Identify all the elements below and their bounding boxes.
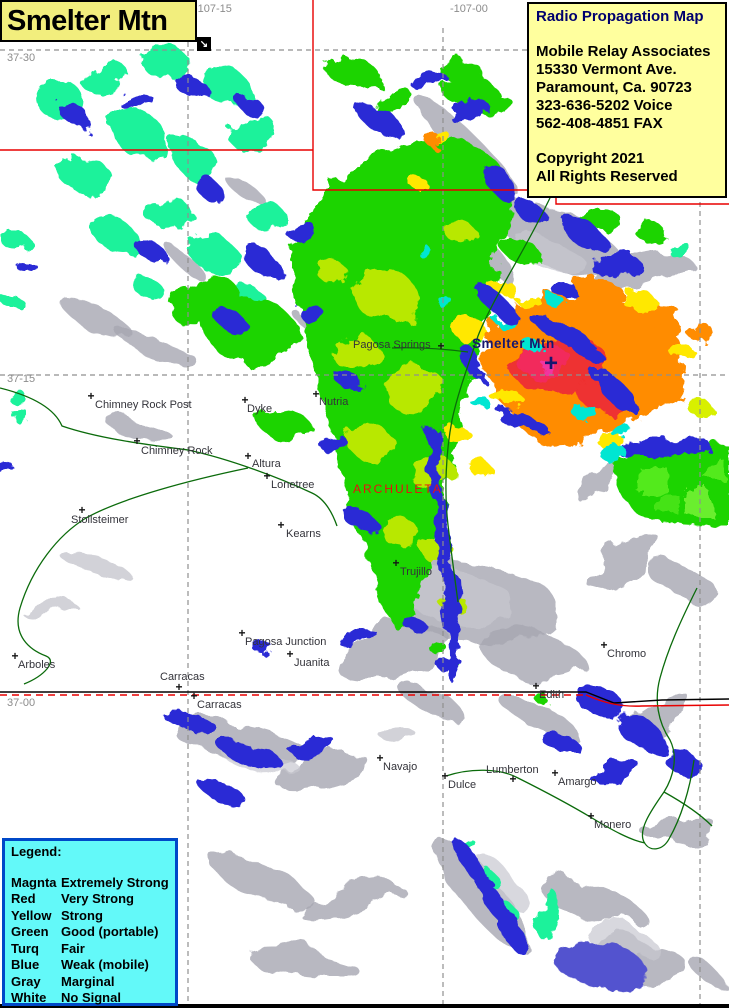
legend-row: Green Good (portable) (11, 924, 175, 941)
legend-meaning: Fair (61, 940, 85, 956)
legend-row: White No Signal (11, 990, 175, 1007)
plus-marker-icon: + (190, 689, 198, 703)
plus-marker-icon: + (286, 647, 294, 661)
legend-row: Blue Weak (mobile) (11, 957, 175, 974)
place-label: Trujillo (400, 566, 432, 578)
plus-marker-icon: + (441, 769, 449, 783)
info-phone-voice: 323-636-5202 Voice (536, 97, 673, 114)
title-box: Smelter Mtn (0, 0, 197, 42)
info-phone-fax: 562-408-4851 FAX (536, 115, 663, 132)
legend-meaning: Good (portable) (61, 924, 159, 939)
plus-marker-icon: + (392, 556, 400, 570)
legend-meaning: Very Strong (61, 891, 134, 906)
plus-marker-icon: + (532, 679, 540, 693)
legend-row: Turq Fair (11, 941, 175, 958)
grid-label-lon-107-15: -107-15 (194, 3, 232, 15)
legend-meaning: Strong (61, 907, 103, 923)
plus-marker-icon: + (238, 626, 246, 640)
legend-color-name: Yellow (11, 907, 52, 923)
place-label: Monero (594, 819, 632, 831)
plus-marker-icon: + (376, 751, 384, 765)
legend-row: Magnta Extremely Strong (11, 875, 175, 892)
legend-title: Legend: (11, 844, 62, 859)
place-label: Pagosa Junction (245, 636, 327, 648)
place-label: Edith (539, 689, 565, 701)
legend-color-name: Magnta (11, 874, 57, 890)
plus-marker-icon: + (600, 638, 608, 652)
grid-label-lon-107-00: -107-00 (450, 3, 488, 15)
place-label: Chimney Rock Post (95, 399, 192, 411)
legend-meaning: Marginal (61, 973, 115, 989)
plus-marker-icon: + (587, 809, 595, 823)
legend-color-name: White (11, 990, 47, 1005)
place-label: Arboles (18, 659, 56, 671)
callout-arrow-icon: ↘ (197, 37, 211, 51)
plus-marker-icon: + (11, 649, 19, 663)
info-copyright: Copyright 2021 (536, 150, 645, 167)
legend-meaning: No Signal (61, 990, 121, 1005)
legend-row: Gray Marginal (11, 974, 175, 991)
info-title: Radio Propagation Map (536, 8, 704, 25)
place-label: Chimney Rock (141, 445, 213, 457)
legend-meaning: Weak (mobile) (61, 957, 149, 972)
grid-label-lat-37-15: 37-15 (7, 373, 36, 385)
grid-label-lat-37-30: 37-30 (7, 52, 36, 64)
place-label: Nutria (319, 396, 349, 408)
place-label: Carracas (197, 699, 242, 711)
plus-marker-icon: + (87, 389, 95, 403)
place-label: Dulce (448, 779, 477, 791)
place-label: Stollsteimer (71, 514, 129, 526)
plus-marker-icon: + (133, 434, 141, 448)
station-marker-icon: + (543, 350, 559, 377)
info-company: Mobile Relay Associates (536, 43, 711, 60)
legend-color-name: Green (11, 924, 49, 939)
info-address2: Paramount, Ca. 90723 (536, 79, 692, 96)
plus-marker-icon: + (437, 339, 445, 353)
place-label: Kearns (286, 528, 321, 540)
place-label: Lonetree (271, 479, 315, 491)
place-label: Navajo (383, 761, 418, 773)
legend-color-name: Gray (11, 973, 41, 989)
place-label: Carracas (160, 671, 205, 683)
place-label: Chromo (607, 648, 647, 660)
legend-color-name: Blue (11, 957, 40, 972)
plus-marker-icon: + (509, 772, 517, 786)
plus-marker-icon: + (312, 387, 320, 401)
place-label: Juanita (294, 657, 330, 669)
place-label: Pagosa Springs (353, 339, 431, 351)
info-address1: 15330 Vermont Ave. (536, 61, 677, 78)
grid-label-lat-37-00: 37-00 (7, 697, 36, 709)
legend-color-name: Red (11, 891, 36, 906)
plus-marker-icon: + (241, 393, 249, 407)
place-label: Dyke (247, 403, 273, 415)
info-box: Radio Propagation Map Mobile Relay Assoc… (527, 2, 727, 198)
plus-marker-icon: + (551, 766, 559, 780)
plus-marker-icon: + (175, 680, 183, 694)
legend-row: Red Very Strong (11, 891, 175, 908)
plus-marker-icon: + (78, 503, 86, 517)
legend-meaning: Extremely Strong (61, 874, 169, 890)
plus-marker-icon: + (263, 469, 271, 483)
info-rights: All Rights Reserved (536, 168, 678, 185)
plus-marker-icon: + (277, 518, 285, 532)
legend-row: Yellow Strong (11, 908, 175, 925)
map-title: Smelter Mtn (7, 4, 168, 37)
place-label: Amargo (558, 776, 597, 788)
place-label: Lumberton (486, 764, 539, 776)
legend-color-name: Turq (11, 940, 39, 956)
county-label-archuleta: ARCHULETA (353, 482, 443, 496)
station-label: Smelter Mtn (472, 336, 555, 351)
plus-marker-icon: + (244, 449, 252, 463)
place-label: Altura (252, 458, 281, 470)
legend: Legend: Magnta Extremely Strong Red Very S… (2, 838, 178, 1006)
